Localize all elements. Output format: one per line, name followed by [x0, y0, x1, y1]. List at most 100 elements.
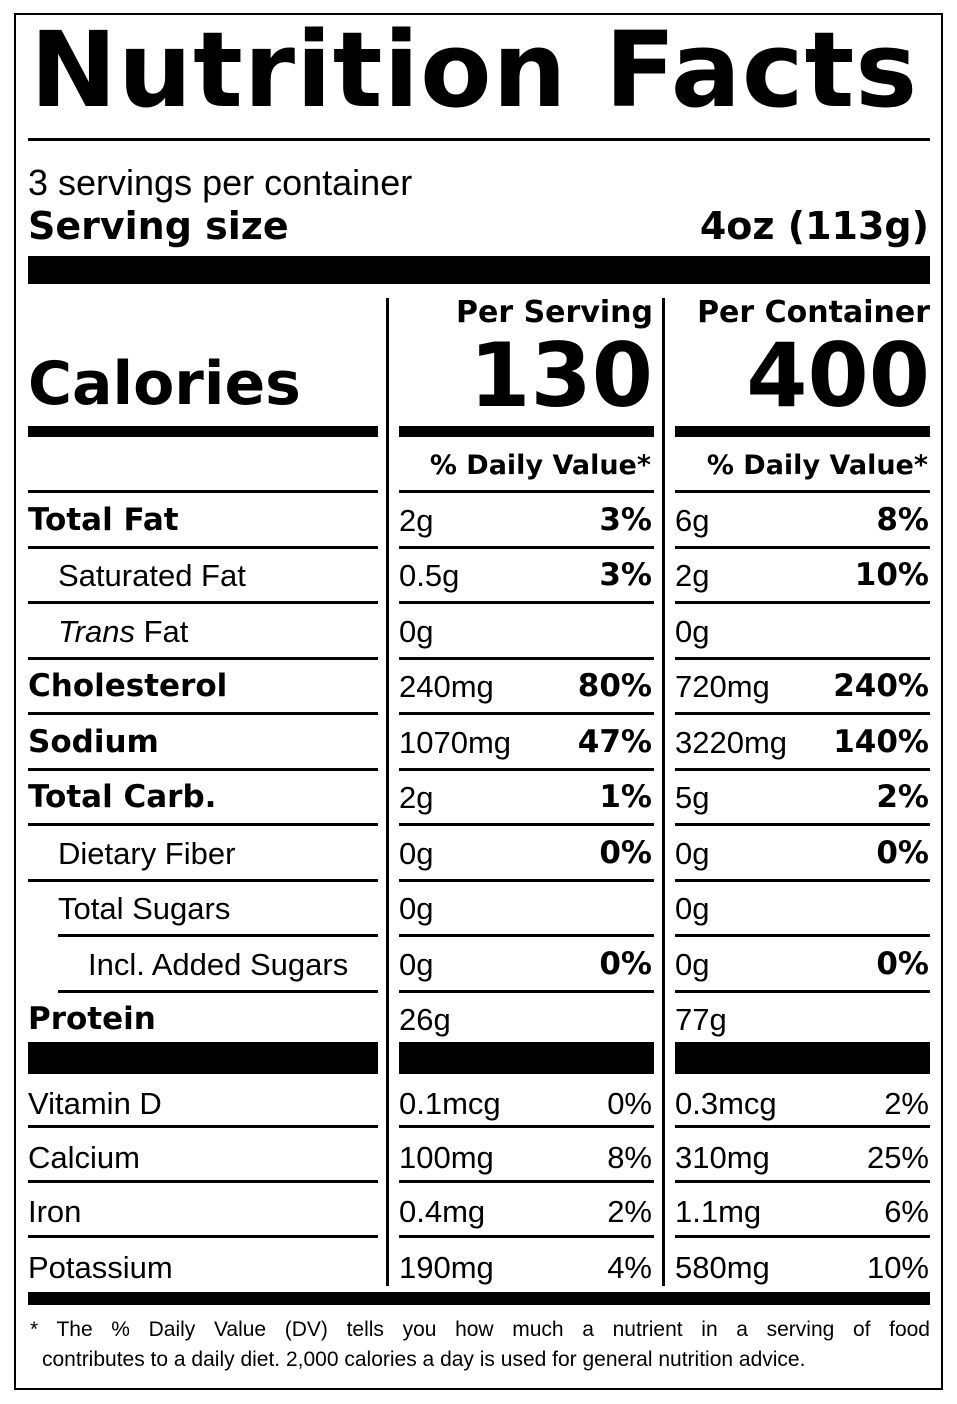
- row-divider-mid: [399, 1125, 654, 1128]
- row-divider-left: [28, 712, 378, 715]
- container-amount: 720mg: [675, 669, 770, 704]
- calories-rule-left: [28, 426, 378, 437]
- row-divider-mid: [399, 768, 654, 771]
- nutrient-name: Total Carb.: [28, 779, 217, 815]
- footnote-rule: [28, 1292, 930, 1305]
- serving-dv: 0%: [599, 835, 652, 871]
- thick-rule-top: [28, 256, 930, 284]
- serving-size-label: Serving size: [28, 204, 289, 248]
- serving-amount: 2g: [399, 503, 434, 538]
- row-divider-left: [28, 490, 378, 493]
- serving-dv: 80%: [577, 668, 652, 704]
- column-divider-left: [386, 298, 389, 1286]
- container-dv: 2%: [884, 1086, 929, 1121]
- row-divider-right: [675, 934, 930, 937]
- container-amount: 3220mg: [675, 725, 788, 760]
- row-divider-left: [28, 546, 378, 549]
- nutrient-name-italic: Trans: [58, 614, 135, 649]
- serving-dv: 3%: [599, 557, 652, 593]
- row-divider-mid: [399, 1235, 654, 1238]
- serving-amount: 240mg: [399, 669, 494, 704]
- dv-header-container: % Daily Value*: [706, 450, 928, 481]
- row-divider-mid: [399, 712, 654, 715]
- row-divider-mid: [399, 546, 654, 549]
- container-dv: 0%: [876, 946, 929, 982]
- row-divider-mid: [399, 879, 654, 882]
- row-divider-left: [28, 768, 378, 771]
- container-dv: 6%: [884, 1194, 929, 1229]
- calories-per-container: 400: [746, 324, 930, 427]
- container-dv: 140%: [833, 724, 929, 760]
- serving-amount: 0g: [399, 947, 434, 982]
- nutrient-name: Saturated Fat: [58, 558, 246, 593]
- nutrient-name: Total Sugars: [58, 891, 231, 926]
- servings-per-container: 3 servings per container: [28, 162, 413, 203]
- row-divider-mid: [399, 490, 654, 493]
- calories-rule-mid: [399, 426, 654, 437]
- nutrient-name: Total Fat: [28, 502, 179, 538]
- serving-amount: 1070mg: [399, 725, 512, 760]
- serving-amount: 0g: [399, 836, 434, 871]
- serving-dv: 1%: [599, 779, 652, 815]
- serving-dv: 47%: [577, 724, 652, 760]
- footnote-asterisk: *: [30, 1318, 39, 1341]
- container-dv: 10%: [854, 557, 929, 593]
- serving-amount: 0.5g: [399, 558, 460, 593]
- row-divider-right: [675, 490, 930, 493]
- serving-amount: 0g: [399, 891, 434, 926]
- vitamin-name: Calcium: [28, 1140, 140, 1175]
- row-divider-mid: [399, 1180, 654, 1183]
- vitamin-name: Vitamin D: [28, 1086, 162, 1121]
- row-divider-right: [675, 879, 930, 882]
- serving-amount: 26g: [399, 1002, 451, 1037]
- label-title: Nutrition Facts: [30, 9, 919, 131]
- row-divider-left: [28, 1125, 378, 1128]
- container-amount: 0g: [675, 947, 710, 982]
- calories-per-serving: 130: [469, 324, 653, 427]
- title-rule: [28, 138, 930, 141]
- thick-rule-mid: [399, 1042, 654, 1074]
- serving-dv: 2%: [607, 1194, 652, 1229]
- nutrition-label: [14, 13, 943, 1390]
- row-divider-right: [675, 768, 930, 771]
- row-divider-mid: [399, 823, 654, 826]
- row-divider-left: [58, 990, 378, 993]
- row-divider-right: [675, 657, 930, 660]
- vitamin-name: Iron: [28, 1194, 82, 1229]
- nutrient-name: Protein: [28, 1001, 156, 1037]
- row-divider-left: [28, 823, 378, 826]
- container-amount: 2g: [675, 558, 710, 593]
- row-divider-right: [675, 990, 930, 993]
- container-dv: 0%: [876, 835, 929, 871]
- thick-rule-right: [675, 1042, 930, 1074]
- container-amount: 0g: [675, 891, 710, 926]
- row-divider-mid: [399, 990, 654, 993]
- container-amount: 580mg: [675, 1250, 770, 1285]
- row-divider-left: [58, 934, 378, 937]
- nutrient-name: Dietary Fiber: [58, 836, 236, 871]
- row-divider-mid: [399, 657, 654, 660]
- container-amount: 77g: [675, 1002, 727, 1037]
- row-divider-mid: [399, 601, 654, 604]
- container-amount: 0.3mcg: [675, 1086, 777, 1121]
- row-divider-right: [675, 1125, 930, 1128]
- per-container-header: Per Container: [697, 295, 930, 330]
- row-divider-right: [675, 601, 930, 604]
- serving-amount: 0g: [399, 614, 434, 649]
- serving-amount: 100mg: [399, 1140, 494, 1175]
- vitamin-name: Potassium: [28, 1250, 173, 1285]
- footnote-line-2: contributes to a daily diet. 2,000 calor…: [42, 1348, 806, 1371]
- nutrient-name: Incl. Added Sugars: [88, 947, 349, 982]
- container-dv: 2%: [876, 779, 929, 815]
- serving-dv: 3%: [599, 502, 652, 538]
- calories-rule-right: [675, 426, 930, 437]
- container-amount: 0g: [675, 614, 710, 649]
- serving-amount: 190mg: [399, 1250, 494, 1285]
- row-divider-right: [675, 1180, 930, 1183]
- serving-size-value: 4oz (113g): [699, 204, 929, 248]
- row-divider-left: [28, 1180, 378, 1183]
- nutrient-name: Trans Fat: [58, 616, 188, 647]
- calories-label: Calories: [28, 349, 301, 419]
- thick-rule-left: [28, 1042, 378, 1074]
- serving-dv: 4%: [607, 1250, 652, 1285]
